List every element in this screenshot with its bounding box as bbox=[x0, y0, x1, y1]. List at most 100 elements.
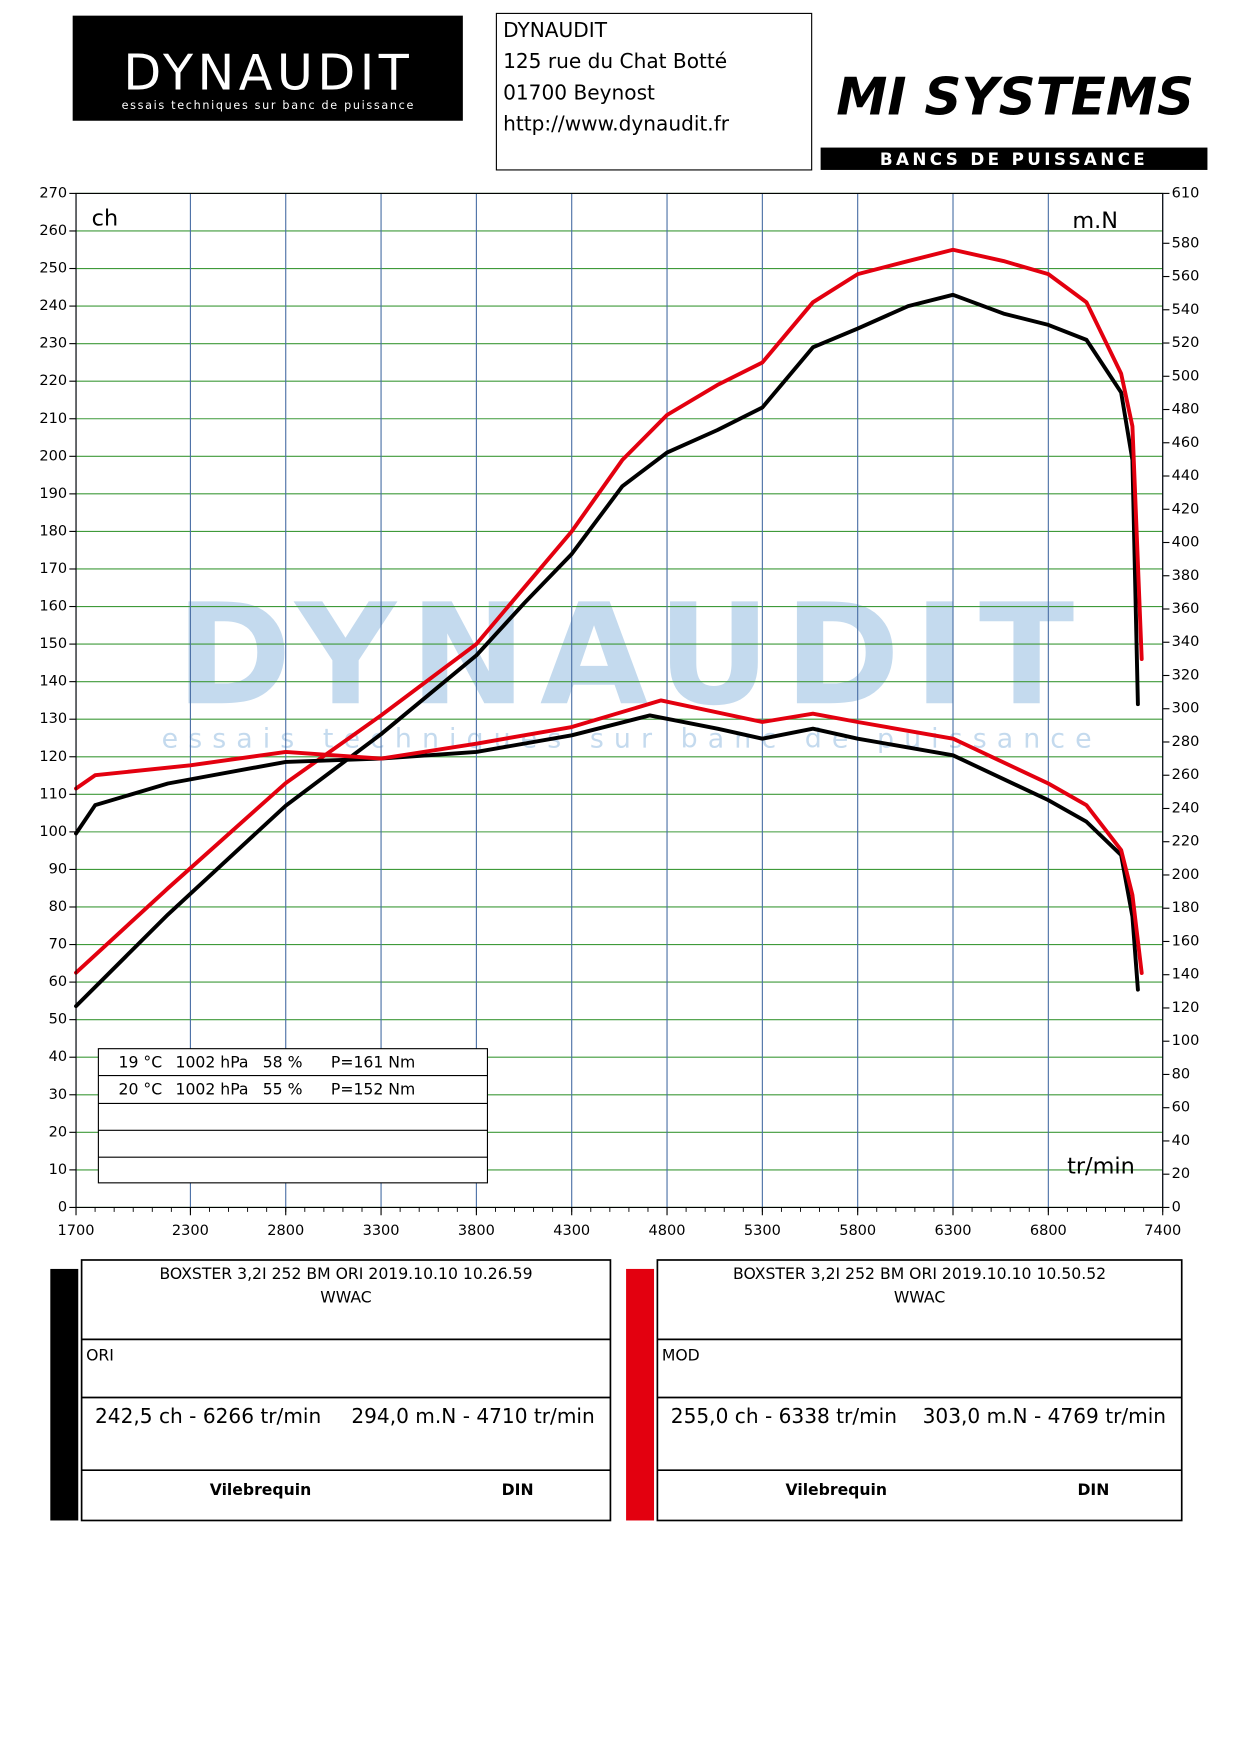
series-line bbox=[74, 698, 1144, 975]
y-tick-label: 190 bbox=[39, 486, 67, 502]
y-tick-label: 160 bbox=[39, 599, 67, 615]
run-measure: Vilebrequin bbox=[786, 1480, 888, 1499]
x-tick-label: 2800 bbox=[267, 1223, 304, 1239]
partner-bar bbox=[820, 147, 1208, 170]
run-code: WWAC bbox=[320, 1287, 371, 1306]
y2-tick-label: 610 bbox=[1172, 185, 1200, 201]
run-title: BOXSTER 3,2I 252 BM ORI 2019.10.10 10.26… bbox=[159, 1264, 532, 1283]
x-tick-label: 5800 bbox=[839, 1223, 876, 1239]
y2-tick-label: 260 bbox=[1172, 767, 1200, 783]
logo-title: DYNAUDIT bbox=[123, 44, 413, 102]
y2-tick-label: 400 bbox=[1172, 535, 1200, 551]
run-power: 255,0 ch - 6338 tr/min bbox=[671, 1404, 897, 1428]
y2-tick-label: 0 bbox=[1172, 1199, 1181, 1215]
y2-tick-label: 340 bbox=[1172, 634, 1200, 650]
y-tick-label: 270 bbox=[39, 185, 67, 201]
y2-tick-label: 440 bbox=[1172, 468, 1200, 484]
table-frame bbox=[97, 1048, 489, 1184]
address-line: 125 rue du Chat Botté bbox=[503, 49, 727, 73]
partner-subtitle: BANCS DE PUISSANCE bbox=[880, 149, 1148, 169]
y2-tick-label: 180 bbox=[1172, 900, 1200, 916]
y-tick-label: 170 bbox=[39, 561, 67, 577]
y2-tick-label: 560 bbox=[1172, 269, 1200, 285]
y-tick-label: 250 bbox=[39, 261, 67, 277]
y-tick-label: 200 bbox=[39, 448, 67, 464]
y-tick-label: 70 bbox=[49, 937, 67, 953]
x-tick-label: 3300 bbox=[363, 1223, 400, 1239]
address-box bbox=[495, 12, 813, 171]
x-tick-label: 4800 bbox=[649, 1223, 686, 1239]
y-tick-label: 140 bbox=[39, 674, 67, 690]
y-tick-label: 230 bbox=[39, 336, 67, 352]
y2-tick-label: 500 bbox=[1172, 368, 1200, 384]
run-power: 242,5 ch - 6266 tr/min bbox=[95, 1404, 321, 1428]
conditions-table: 19 °C 1002 hPa 58 % P=161 Nm 20 °C 1002 hPa 55… bbox=[97, 1048, 489, 1184]
y-tick-label: 10 bbox=[49, 1162, 67, 1178]
y-tick-label: 220 bbox=[39, 373, 67, 389]
panel-frame bbox=[80, 1259, 612, 1522]
run-panels: BOXSTER 3,2I 252 BM ORI 2019.10.10 10.26… bbox=[50, 1259, 1183, 1522]
y-tick-label: 180 bbox=[39, 523, 67, 539]
x-tick-label: 7400 bbox=[1144, 1223, 1181, 1239]
address-line: http://www.dynaudit.fr bbox=[503, 112, 730, 136]
y2-tick-label: 480 bbox=[1172, 402, 1200, 418]
chart: 0 10 20 30 40 50 60 70 80 90 100 110 120 130 140 150 160… bbox=[39, 185, 1199, 1239]
condition-cell: 1002 hPa bbox=[176, 1080, 249, 1099]
x-tick-label: 1700 bbox=[58, 1223, 95, 1239]
run-norm: DIN bbox=[502, 1480, 534, 1499]
run-norm: DIN bbox=[1077, 1480, 1109, 1499]
y-tick-label: 30 bbox=[49, 1087, 67, 1103]
run-title: BOXSTER 3,2I 252 BM ORI 2019.10.10 10.50… bbox=[733, 1264, 1106, 1283]
condition-cell: P=152 Nm bbox=[331, 1080, 415, 1099]
y2-tick-label: 220 bbox=[1172, 834, 1200, 850]
logo-subtitle: essais techniques sur banc de puissance bbox=[122, 99, 415, 112]
y-tick-label: 150 bbox=[39, 636, 67, 652]
y2-tick-label: 360 bbox=[1172, 601, 1200, 617]
y2-tick-label: 320 bbox=[1172, 667, 1200, 683]
y2-tick-label: 20 bbox=[1172, 1166, 1190, 1182]
y2-tick-label: 520 bbox=[1172, 335, 1200, 351]
y-tick-label: 120 bbox=[39, 749, 67, 765]
run-measure: Vilebrequin bbox=[210, 1480, 312, 1499]
series-line bbox=[74, 713, 1140, 992]
y2-tick-label: 140 bbox=[1172, 967, 1200, 983]
y-tick-label: 60 bbox=[49, 974, 67, 990]
y-tick-label: 20 bbox=[49, 1124, 67, 1140]
y2-tick-label: 420 bbox=[1172, 501, 1200, 517]
color-bar bbox=[626, 1268, 655, 1521]
y2-tick-label: 60 bbox=[1172, 1100, 1190, 1116]
x-tick-label: 2300 bbox=[172, 1223, 209, 1239]
partner-title: MI SYSTEMS bbox=[836, 68, 1194, 128]
address-line: DYNAUDIT bbox=[503, 18, 608, 42]
y2-tick-label: 240 bbox=[1172, 800, 1200, 816]
watermark-subtitle: essais techniques sur banc de puissance bbox=[162, 724, 1102, 755]
y-tick-label: 130 bbox=[39, 711, 67, 727]
x-tick-label: 6300 bbox=[935, 1223, 972, 1239]
y-tick-label: 50 bbox=[49, 1012, 67, 1028]
watermark-title: DYNAUDIT bbox=[176, 573, 1088, 736]
y2-tick-label: 40 bbox=[1172, 1133, 1190, 1149]
x-axis-label: tr/min bbox=[1067, 1154, 1135, 1180]
y2-tick-label: 280 bbox=[1172, 734, 1200, 750]
y-tick-label: 90 bbox=[49, 861, 67, 877]
y-tick-label: 240 bbox=[39, 298, 67, 314]
y2-tick-label: 300 bbox=[1172, 701, 1200, 717]
condition-cell: 58 % bbox=[263, 1053, 303, 1072]
y2-tick-label: 380 bbox=[1172, 568, 1200, 584]
address-line: 01700 Beynost bbox=[503, 80, 655, 104]
run-name: MOD bbox=[662, 1346, 700, 1365]
logo bbox=[72, 15, 463, 121]
run-name: ORI bbox=[86, 1346, 114, 1365]
y-tick-label: 100 bbox=[39, 824, 67, 840]
series-line bbox=[74, 292, 1140, 1009]
panel-frame bbox=[656, 1259, 1183, 1522]
condition-cell: 55 % bbox=[263, 1080, 303, 1099]
y2-tick-label: 160 bbox=[1172, 933, 1200, 949]
y2-tick-label: 80 bbox=[1172, 1066, 1190, 1082]
run-torque: 294,0 m.N - 4710 tr/min bbox=[351, 1404, 594, 1428]
y2-tick-label: 100 bbox=[1172, 1033, 1200, 1049]
x-tick-label: 3800 bbox=[458, 1223, 495, 1239]
y-axis-label: ch bbox=[92, 206, 118, 232]
y2-tick-label: 200 bbox=[1172, 867, 1200, 883]
condition-cell: 19 °C bbox=[119, 1053, 163, 1072]
